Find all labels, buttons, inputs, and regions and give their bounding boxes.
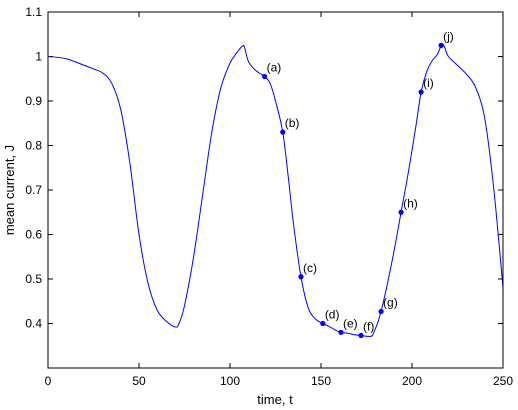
y-tick-label-3: 0.7 <box>25 183 42 197</box>
point-marker-1 <box>280 129 286 135</box>
point-marker-4 <box>338 329 344 335</box>
x-tick-label-2: 100 <box>220 374 240 388</box>
point-label-0: (a) <box>267 61 282 75</box>
series-line <box>47 43 504 337</box>
point-marker-0 <box>261 73 268 80</box>
plot-frame <box>47 11 504 369</box>
point-marker-8 <box>418 89 424 95</box>
point-marker-7 <box>398 209 404 215</box>
x-tick-label-0: 0 <box>45 374 52 388</box>
point-label-9: (j) <box>443 29 454 43</box>
point-label-4: (e) <box>343 316 358 330</box>
y-tick-label-4: 0.8 <box>25 139 42 153</box>
point-marker-9 <box>438 42 444 48</box>
point-label-1: (b) <box>285 116 300 130</box>
x-tick-label-1: 50 <box>132 374 146 388</box>
point-marker-3 <box>320 320 326 327</box>
point-marker-6 <box>378 308 384 315</box>
x-tick-label-4: 200 <box>402 374 422 388</box>
x-tick-label-3: 150 <box>311 374 331 388</box>
x-axis-label: time, t <box>257 392 293 407</box>
y-tick-label-1: 0.5 <box>25 272 42 286</box>
y-tick-label-0: 0.4 <box>25 317 42 331</box>
y-tick-label-7: 1.1 <box>25 5 42 19</box>
point-label-2: (c) <box>303 261 317 275</box>
y-axis-label: mean current, J <box>2 145 17 235</box>
point-marker-5 <box>358 332 364 339</box>
tick-label-group: 0 50 100 150 200 250 0.4 0.5 0.6 0.7 0.8 0.9 1 1.1 <box>25 5 513 388</box>
point-marker-2 <box>298 274 304 280</box>
point-label-3: (d) <box>325 308 340 322</box>
point-markers: (a) (b) (c) (d)(e) (f) (g) (h) (i) (j) <box>261 29 454 339</box>
point-label-7: (h) <box>403 196 418 210</box>
point-label-6: (g) <box>383 295 398 309</box>
x-tick-label-5: 250 <box>493 374 513 388</box>
y-tick-label-2: 0.6 <box>25 228 42 242</box>
y-tick-label-5: 0.9 <box>25 94 42 108</box>
point-label-8: (i) <box>423 76 434 90</box>
point-label-5: (f) <box>363 320 374 334</box>
y-tick-label-6: 1 <box>35 50 42 64</box>
